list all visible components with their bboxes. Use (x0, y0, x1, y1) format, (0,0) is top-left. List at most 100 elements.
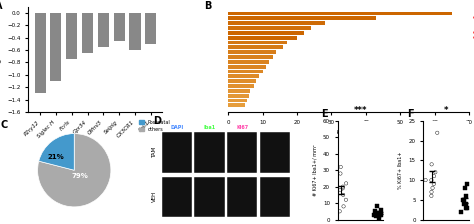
Text: Merged: Merged (264, 125, 285, 130)
Point (375, 211, 383, 215)
Text: 79%: 79% (71, 173, 88, 179)
Point (375, 214, 383, 218)
Point (377, 208, 385, 211)
Bar (228, 16, 376, 20)
Point (460, 202, 467, 206)
Point (462, 194, 469, 198)
Wedge shape (37, 134, 111, 207)
Bar (228, 89, 250, 93)
Bar (228, 60, 269, 64)
Text: 21%: 21% (47, 154, 64, 160)
Bar (228, 50, 276, 54)
Bar (228, 41, 287, 44)
Point (372, 214, 380, 218)
Text: ●: ● (473, 31, 474, 35)
Text: ***: *** (354, 106, 367, 115)
Point (464, 182, 471, 186)
Point (339, 185, 346, 188)
Bar (114, 13, 125, 41)
Text: TAM: TAM (152, 147, 157, 158)
Bar (82, 13, 93, 53)
FancyBboxPatch shape (162, 132, 192, 173)
Point (342, 182, 350, 185)
Point (375, 216, 383, 220)
Bar (228, 55, 273, 59)
Bar (129, 13, 140, 50)
Point (463, 206, 471, 209)
Point (337, 172, 344, 175)
Bar (228, 11, 452, 15)
Bar (228, 21, 325, 25)
Y-axis label: # Ki67+ Iba1+/ mm²: # Ki67+ Iba1+/ mm² (312, 144, 318, 196)
Bar (228, 31, 304, 35)
Point (429, 186, 437, 190)
Bar (145, 13, 156, 44)
Point (371, 213, 378, 216)
Bar (228, 65, 266, 69)
Point (457, 210, 465, 213)
Bar (66, 13, 77, 59)
Point (374, 211, 381, 215)
Point (337, 188, 344, 192)
Text: D: D (153, 116, 161, 126)
Point (428, 178, 435, 182)
Text: F: F (408, 109, 414, 119)
FancyBboxPatch shape (162, 177, 192, 217)
Text: ●: ● (473, 16, 474, 20)
Point (371, 209, 379, 213)
Text: *: * (444, 106, 448, 115)
Point (430, 182, 438, 186)
FancyBboxPatch shape (194, 132, 225, 173)
X-axis label: log(p(B)): log(p(B)) (337, 130, 361, 135)
Bar (228, 69, 263, 73)
Point (461, 198, 468, 202)
Point (337, 165, 345, 169)
Y-axis label: % Ki67+ Iba1+: % Ki67+ Iba1+ (398, 151, 403, 189)
FancyBboxPatch shape (194, 177, 225, 217)
Text: DAPI: DAPI (170, 125, 183, 130)
Bar (228, 36, 297, 40)
Point (374, 205, 381, 208)
Point (339, 187, 346, 190)
Point (462, 202, 470, 206)
Bar (228, 84, 254, 88)
Bar (50, 13, 62, 81)
Point (459, 198, 467, 202)
Point (428, 194, 435, 198)
Bar (98, 13, 109, 47)
Point (339, 193, 347, 197)
Text: E: E (321, 109, 328, 119)
Point (431, 170, 439, 174)
Bar (35, 13, 46, 93)
Point (433, 131, 441, 135)
Text: VEH: VEH (152, 191, 157, 202)
Text: ●: ● (473, 36, 474, 40)
Legend: Postnatal, others: Postnatal, others (137, 118, 173, 134)
Text: A: A (0, 1, 2, 11)
Text: Ki67: Ki67 (236, 125, 248, 130)
Point (428, 163, 436, 166)
Bar (228, 103, 246, 107)
Point (377, 213, 385, 216)
Point (430, 174, 438, 178)
Text: C: C (1, 120, 8, 130)
FancyBboxPatch shape (260, 177, 290, 217)
Bar (228, 99, 247, 102)
Point (461, 186, 469, 190)
Point (463, 206, 470, 209)
FancyBboxPatch shape (227, 177, 257, 217)
Bar (228, 74, 259, 78)
Bar (228, 79, 255, 83)
Text: B: B (204, 1, 211, 11)
Point (428, 190, 435, 194)
Point (422, 178, 429, 182)
FancyBboxPatch shape (260, 132, 290, 173)
Point (340, 205, 347, 208)
Point (336, 209, 344, 213)
Wedge shape (39, 134, 74, 170)
Bar (228, 45, 283, 49)
Text: Iba1: Iba1 (203, 125, 216, 130)
Bar (228, 26, 311, 30)
Y-axis label: LogFC: LogFC (0, 49, 2, 70)
Bar (228, 94, 249, 97)
